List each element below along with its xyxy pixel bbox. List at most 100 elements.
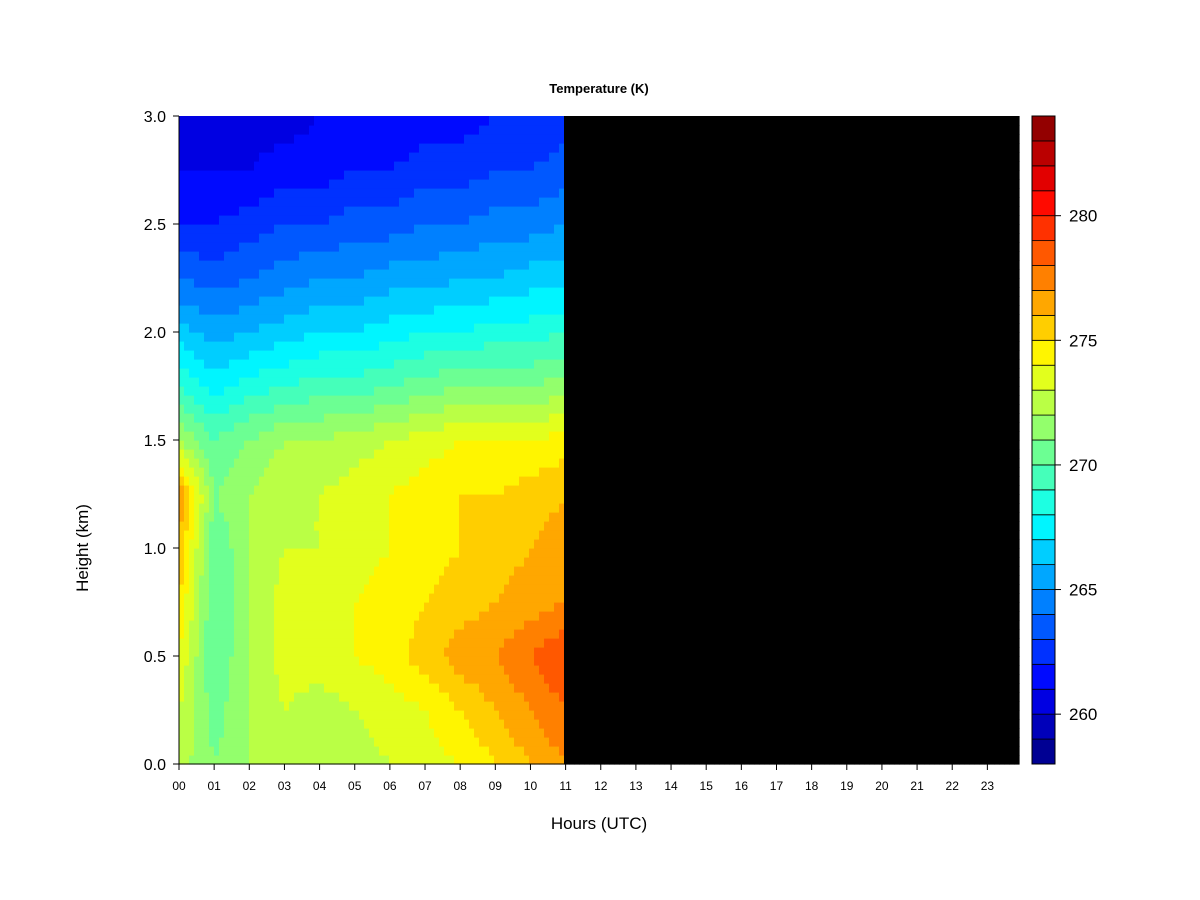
heatmap-cell <box>349 737 355 747</box>
heatmap-cell <box>514 575 520 585</box>
heatmap-cell <box>489 638 495 648</box>
heatmap-cell <box>374 467 380 477</box>
heatmap-cell <box>239 314 245 324</box>
heatmap-cell <box>249 593 255 603</box>
heatmap-cell <box>469 260 475 270</box>
heatmap-cell <box>369 458 375 468</box>
heatmap-cell <box>309 521 315 531</box>
heatmap-cell <box>319 692 325 702</box>
heatmap-cell <box>334 359 340 369</box>
heatmap-cell <box>414 296 420 306</box>
heatmap-cell <box>359 296 365 306</box>
heatmap-cell <box>374 503 380 513</box>
heatmap-cell <box>199 215 205 225</box>
heatmap-cell <box>284 701 290 711</box>
heatmap-cell <box>294 188 300 198</box>
heatmap-cell <box>304 143 310 153</box>
heatmap-cell <box>509 242 515 252</box>
heatmap-cell <box>284 215 290 225</box>
heatmap-cell <box>364 521 370 531</box>
heatmap-cell <box>289 341 295 351</box>
heatmap-cell <box>209 701 215 711</box>
heatmap-cell <box>349 215 355 225</box>
heatmap-cell <box>394 512 400 522</box>
heatmap-cell <box>179 665 185 675</box>
heatmap-cell <box>189 134 195 144</box>
heatmap-cell <box>464 116 470 126</box>
heatmap-cell <box>424 422 430 432</box>
heatmap-cell <box>409 161 415 171</box>
heatmap-cell <box>284 539 290 549</box>
heatmap-cell <box>274 422 280 432</box>
heatmap-cell <box>274 332 280 342</box>
heatmap-cell <box>514 161 520 171</box>
heatmap-cell <box>254 332 260 342</box>
heatmap-cell <box>329 674 335 684</box>
heatmap-cell <box>354 215 360 225</box>
heatmap-cell <box>424 368 430 378</box>
heatmap-cell <box>289 683 295 693</box>
heatmap-cell <box>469 530 475 540</box>
heatmap-cell <box>224 440 230 450</box>
heatmap-cell <box>359 404 365 414</box>
heatmap-cell <box>379 431 385 441</box>
heatmap-cell <box>439 665 445 675</box>
heatmap-cell <box>304 683 310 693</box>
heatmap-cell <box>364 395 370 405</box>
heatmap-cell <box>454 629 460 639</box>
heatmap-cell <box>424 386 430 396</box>
heatmap-cell <box>299 710 305 720</box>
heatmap-cell <box>504 575 510 585</box>
heatmap-cell <box>429 143 435 153</box>
heatmap-cell <box>294 656 300 666</box>
heatmap-cell <box>264 224 270 234</box>
heatmap-cell <box>224 746 230 756</box>
heatmap-cell <box>444 440 450 450</box>
heatmap-cell <box>474 269 480 279</box>
heatmap-cell <box>454 116 460 126</box>
heatmap-cell <box>209 512 215 522</box>
heatmap-cell <box>524 683 530 693</box>
heatmap-cell <box>274 728 280 738</box>
heatmap-cell <box>479 674 485 684</box>
heatmap-cell <box>369 548 375 558</box>
heatmap-cell <box>334 575 340 585</box>
heatmap-cell <box>184 746 190 756</box>
heatmap-cell <box>199 737 205 747</box>
heatmap-cell <box>519 332 525 342</box>
heatmap-cell <box>249 359 255 369</box>
heatmap-cell <box>319 152 325 162</box>
heatmap-cell <box>309 260 315 270</box>
heatmap-cell <box>299 701 305 711</box>
heatmap-cell <box>339 332 345 342</box>
heatmap-cell <box>279 116 285 126</box>
heatmap-cell <box>419 125 425 135</box>
heatmap-cell <box>279 377 285 387</box>
heatmap-cell <box>369 683 375 693</box>
heatmap-cell <box>469 656 475 666</box>
heatmap-cell <box>339 566 345 576</box>
heatmap-cell <box>349 296 355 306</box>
heatmap-cell <box>384 566 390 576</box>
heatmap-cell <box>244 413 250 423</box>
heatmap-cell <box>234 215 240 225</box>
heatmap-cell <box>279 674 285 684</box>
heatmap-cell <box>449 422 455 432</box>
heatmap-cell <box>324 422 330 432</box>
heatmap-cell <box>354 386 360 396</box>
heatmap-cell <box>264 539 270 549</box>
heatmap-cell <box>449 251 455 261</box>
heatmap-cell <box>224 683 230 693</box>
heatmap-cell <box>179 701 185 711</box>
heatmap-cell <box>484 197 490 207</box>
heatmap-cell <box>364 557 370 567</box>
heatmap-cell <box>229 341 235 351</box>
heatmap-cell <box>229 395 235 405</box>
heatmap-cell <box>364 332 370 342</box>
heatmap-cell <box>249 728 255 738</box>
heatmap-cell <box>334 584 340 594</box>
heatmap-cell <box>224 710 230 720</box>
heatmap-cell <box>319 656 325 666</box>
heatmap-cell <box>344 674 350 684</box>
heatmap-cell <box>319 467 325 477</box>
